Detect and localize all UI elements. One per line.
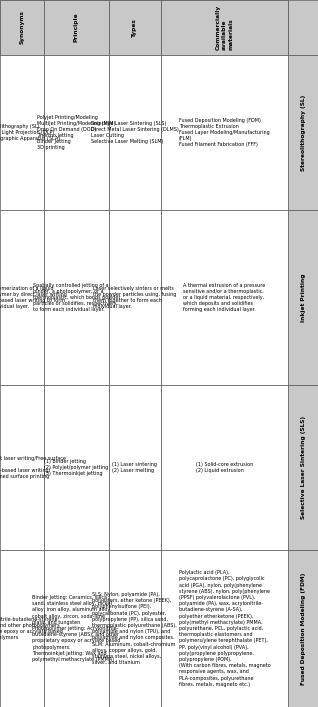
Bar <box>288 55 318 210</box>
Bar <box>161 0 288 55</box>
Text: Inkjet Printing: Inkjet Printing <box>301 273 306 322</box>
Text: (1) Binder jetting
(2) Polyjet/polymer jetting
(3) Thermoinkjet jetting: (1) Binder jetting (2) Polyjet/polymer j… <box>44 459 108 477</box>
Bar <box>109 55 161 210</box>
Text: Synonyms: Synonyms <box>20 11 24 45</box>
Bar <box>109 210 161 385</box>
Bar <box>44 55 109 210</box>
Text: SLS: Nylon, polyamide (PA),
polyesters, ether ketone (PEEK),
polyphenylsulfone (: SLS: Nylon, polyamide (PA), polyesters, … <box>92 592 177 665</box>
Bar <box>0 0 44 55</box>
Text: Stereolithography (SL)
Digital Light Projection (DLP)
Stereographic Apparatus (S: Stereolithography (SL) Digital Light Pro… <box>0 124 60 141</box>
Text: A thermal extrusion of a pressure
sensitive and/or a thermoplastic,
or a liquid : A thermal extrusion of a pressure sensit… <box>183 283 266 312</box>
Text: Polyjet Printing/Modeling
MultiJet Printing/Modeling (MJM)
Drop On Demand (DOD)
: Polyjet Printing/Modeling MultiJet Print… <box>37 115 116 151</box>
Text: Selective Laser Sintering (SLS): Selective Laser Sintering (SLS) <box>301 416 306 519</box>
Bar <box>109 0 161 55</box>
Bar <box>288 210 318 385</box>
Bar <box>288 550 318 707</box>
Bar <box>0 385 44 550</box>
Bar <box>109 385 161 550</box>
Text: Types: Types <box>132 18 137 37</box>
Text: Principle: Principle <box>74 13 79 42</box>
Bar <box>0 550 44 707</box>
Text: Acrylonitrile-butadiene-styrene
(ABS) and other photopolymers
Acrylate epoxy or : Acrylonitrile-butadiene-styrene (ABS) an… <box>0 617 63 641</box>
Text: Selective Laser Sintering (SLS)
Direct Metal Laser Sintering (DLMS)
Laser Cuttin: Selective Laser Sintering (SLS) Direct M… <box>91 121 179 144</box>
Bar <box>44 0 109 55</box>
Bar <box>44 550 109 707</box>
Bar <box>288 385 318 550</box>
Text: Fused Deposition Modeling (FDM)
Thermoplastic Extrusion
Fused Layer Modeling/Man: Fused Deposition Modeling (FDM) Thermopl… <box>179 117 270 147</box>
Bar <box>161 385 288 550</box>
Bar <box>161 210 288 385</box>
Text: Binder Jetting: Ceramics, silica
sand, stainless steel alloy, nickel
alloy, iron: Binder Jetting: Ceramics, silica sand, s… <box>32 595 121 662</box>
Text: Photopolymerization of a liquid
photopolymer by direct laser writing
or mask-bas: Photopolymerization of a liquid photopol… <box>0 286 67 309</box>
Text: (1) Direct laser writing/Free surface
printing
(2) Mask-based laser writing/
Con: (1) Direct laser writing/Free surface pr… <box>0 456 66 479</box>
Bar <box>0 210 44 385</box>
Bar <box>44 385 109 550</box>
Text: Stereolithography (SL): Stereolithography (SL) <box>301 94 306 170</box>
Text: (1) Laser sintering
(2) Laser melting: (1) Laser sintering (2) Laser melting <box>112 462 157 473</box>
Bar <box>0 55 44 210</box>
Text: Commercially
available
materials: Commercially available materials <box>216 5 233 50</box>
Bar <box>288 0 318 55</box>
Text: Fused Deposition Modeling (FDM): Fused Deposition Modeling (FDM) <box>301 572 306 684</box>
Bar <box>161 55 288 210</box>
Bar <box>109 550 161 707</box>
Text: Polylactic acid (PLA),
polycaprolactone (PC), polyglycolic
acid (PGA), nylon, po: Polylactic acid (PLA), polycaprolactone … <box>179 571 270 686</box>
Bar <box>161 550 288 707</box>
Bar <box>44 210 109 385</box>
Text: Laser selectively sinters or melts
the powder particles using, fusing
them toget: Laser selectively sinters or melts the p… <box>93 286 176 309</box>
Text: (1) Solid-core extrusion
(2) Liquid extrusion: (1) Solid-core extrusion (2) Liquid extr… <box>196 462 253 473</box>
Text: Spatially controlled jetting of a
binder, a photopolymer, or a
thermoplastic, wh: Spatially controlled jetting of a binder… <box>33 283 120 312</box>
Bar <box>0 0 288 55</box>
